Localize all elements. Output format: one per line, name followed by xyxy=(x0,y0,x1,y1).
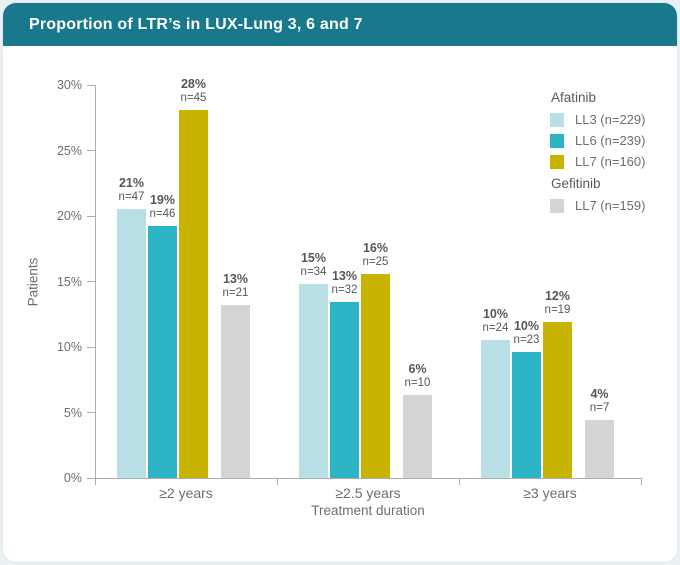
chart-title: Proportion of LTR’s in LUX-Lung 3, 6 and… xyxy=(29,15,363,33)
chart-header: Proportion of LTR’s in LUX-Lung 3, 6 and… xyxy=(3,3,677,46)
